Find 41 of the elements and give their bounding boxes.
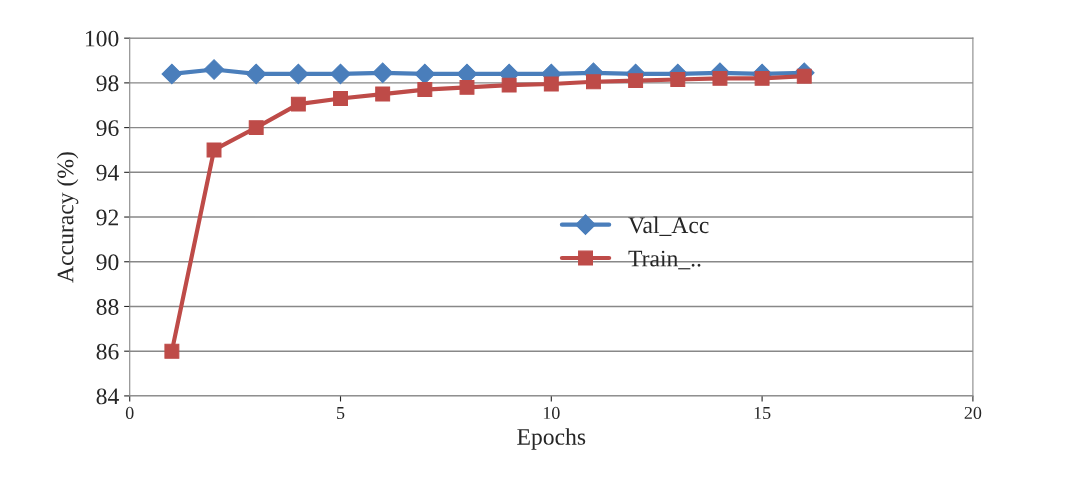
- point: [245, 63, 267, 85]
- point: [206, 142, 222, 158]
- point: [712, 70, 728, 86]
- y-tick-label: 98: [96, 75, 119, 92]
- point: [628, 73, 644, 89]
- point: [248, 120, 264, 136]
- y-tick-label: 94: [96, 164, 119, 181]
- y-tick-label: 88: [96, 298, 119, 315]
- point: [417, 82, 433, 98]
- x-axis-title: Epochs: [517, 428, 586, 450]
- point: [372, 62, 394, 84]
- x-tick-label: 15: [754, 406, 771, 420]
- point: [288, 63, 309, 85]
- point: [203, 59, 225, 80]
- point: [501, 77, 517, 93]
- y-tick-label: 92: [96, 209, 118, 226]
- point: [754, 70, 770, 86]
- point: [414, 63, 436, 85]
- y-tick-label: 100: [85, 30, 119, 47]
- point: [586, 74, 601, 90]
- point: [670, 72, 686, 87]
- legend-label: Train_..: [628, 250, 701, 270]
- point: [375, 86, 391, 102]
- x-tick-label: 10: [543, 406, 560, 420]
- point: [796, 68, 812, 84]
- legend-label: Val_Acc: [628, 216, 709, 236]
- point: [330, 63, 351, 85]
- y-tick-label: 86: [96, 343, 119, 360]
- y-tick-label: 84: [96, 388, 119, 405]
- point: [290, 96, 306, 112]
- point: [333, 91, 348, 106]
- x-tick-label: 5: [337, 407, 345, 420]
- x-tick-label: 0: [125, 406, 134, 420]
- y-tick-label: 96: [96, 120, 119, 137]
- x-tick-label: 20: [964, 406, 982, 420]
- y-axis-title: Accuracy (%): [56, 152, 79, 283]
- point: [161, 63, 183, 85]
- y-tick-label: 90: [96, 254, 119, 271]
- point: [164, 343, 180, 359]
- point: [459, 79, 475, 95]
- point: [543, 76, 559, 92]
